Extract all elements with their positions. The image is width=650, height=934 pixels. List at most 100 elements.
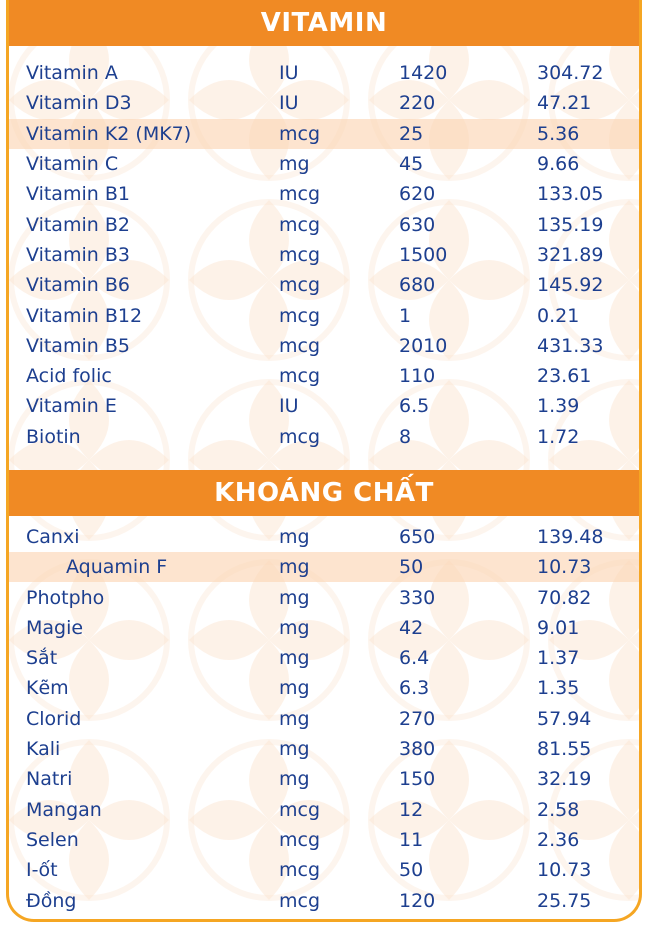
nutrient-per-100kcal: 1.39 bbox=[537, 395, 580, 418]
nutrient-per-100kcal: 1.35 bbox=[537, 677, 580, 700]
nutrient-name: Vitamin A bbox=[26, 62, 118, 85]
table-row: Magie mg 42 9.01 bbox=[9, 613, 639, 643]
nutrient-unit: mg bbox=[279, 556, 310, 579]
table-row: Biotin mcg 8 1.72 bbox=[9, 422, 639, 452]
nutrient-unit: mg bbox=[279, 707, 310, 730]
nutrient-amount: 1500 bbox=[399, 243, 448, 266]
nutrient-unit: mcg bbox=[279, 859, 321, 882]
nutrient-amount: 12 bbox=[399, 798, 424, 821]
nutrient-per-100kcal: 23.61 bbox=[537, 365, 592, 388]
nutrient-amount: 6.3 bbox=[399, 677, 430, 700]
nutrient-per-100kcal: 70.82 bbox=[537, 586, 592, 609]
table-row: I-ốt mcg 50 10.73 bbox=[9, 855, 639, 885]
nutrient-amount: 2010 bbox=[399, 334, 448, 357]
nutrient-name: Natri bbox=[26, 768, 73, 791]
table-row: Đồng mcg 120 25.75 bbox=[9, 885, 639, 915]
nutrient-amount: 8 bbox=[399, 425, 412, 448]
nutrient-name: Selen bbox=[26, 828, 79, 851]
nutrient-unit: mcg bbox=[279, 889, 321, 912]
table-row: Vitamin E IU 6.5 1.39 bbox=[9, 391, 639, 421]
nutrient-name: Magie bbox=[26, 616, 84, 639]
nutrient-name: Vitamin B6 bbox=[26, 274, 130, 297]
nutrient-amount: 620 bbox=[399, 183, 436, 206]
nutrient-unit: IU bbox=[279, 62, 299, 85]
nutrient-unit: IU bbox=[279, 92, 299, 115]
table-row: Vitamin B6 mcg 680 145.92 bbox=[9, 270, 639, 300]
nutrient-name: Vitamin B1 bbox=[26, 183, 130, 206]
nutrient-unit: mcg bbox=[279, 183, 321, 206]
nutrient-amount: 25 bbox=[399, 122, 424, 145]
nutrient-amount: 110 bbox=[399, 365, 436, 388]
nutrient-per-100kcal: 133.05 bbox=[537, 183, 604, 206]
mineral-table: Canxi mg 650 139.48 Aquamin F mg 50 10.73 Photph… bbox=[9, 522, 639, 916]
nutrient-per-100kcal: 10.73 bbox=[537, 859, 592, 882]
nutrient-per-100kcal: 47.21 bbox=[537, 92, 592, 115]
nutrient-name: Vitamin B5 bbox=[26, 334, 130, 357]
table-row: Vitamin A IU 1420 304.72 bbox=[9, 58, 639, 88]
nutrient-amount: 380 bbox=[399, 738, 436, 761]
nutrient-amount: 6.5 bbox=[399, 395, 430, 418]
nutrient-name: Mangan bbox=[26, 798, 102, 821]
nutrient-unit: mcg bbox=[279, 334, 321, 357]
nutrient-unit: mcg bbox=[279, 828, 321, 851]
nutrient-per-100kcal: 10.73 bbox=[537, 556, 592, 579]
table-row: Vitamin B3 mcg 1500 321.89 bbox=[9, 240, 639, 270]
nutrient-amount: 11 bbox=[399, 828, 424, 851]
nutrient-amount: 50 bbox=[399, 556, 424, 579]
nutrient-unit: mg bbox=[279, 526, 310, 548]
nutrient-name: Kali bbox=[26, 738, 61, 761]
nutrient-unit: mg bbox=[279, 586, 310, 609]
nutrient-name: Kẽm bbox=[26, 677, 69, 700]
nutrient-amount: 650 bbox=[399, 526, 436, 548]
nutrient-per-100kcal: 0.21 bbox=[537, 304, 580, 327]
table-row: Selen mcg 11 2.36 bbox=[9, 825, 639, 855]
nutrient-name: Photpho bbox=[26, 586, 105, 609]
nutrient-unit: mg bbox=[279, 768, 310, 791]
table-row: Vitamin B1 mcg 620 133.05 bbox=[9, 179, 639, 209]
nutrient-name: I-ốt bbox=[26, 859, 58, 882]
nutrient-amount: 120 bbox=[399, 889, 436, 912]
nutrient-unit: mg bbox=[279, 677, 310, 700]
nutrient-name: Vitamin E bbox=[26, 395, 117, 418]
table-row: Vitamin D3 IU 220 47.21 bbox=[9, 88, 639, 118]
nutrient-per-100kcal: 57.94 bbox=[537, 707, 592, 730]
nutrient-unit: mg bbox=[279, 647, 310, 670]
nutrient-name: Canxi bbox=[26, 526, 80, 548]
nutrient-unit: mcg bbox=[279, 365, 321, 388]
nutrient-per-100kcal: 9.01 bbox=[537, 616, 580, 639]
nutrient-per-100kcal: 5.36 bbox=[537, 122, 580, 145]
table-row: Vitamin C mg 45 9.66 bbox=[9, 149, 639, 179]
nutrient-name: Vitamin B2 bbox=[26, 213, 130, 236]
nutrient-unit: mcg bbox=[279, 304, 321, 327]
nutrient-amount: 220 bbox=[399, 92, 436, 115]
table-row: Aquamin F mg 50 10.73 bbox=[9, 552, 639, 583]
nutrient-amount: 6.4 bbox=[399, 647, 430, 670]
nutrition-panel: VITAMIN Vitamin A IU 1420 304.72 Vitamin D3 I… bbox=[6, 0, 642, 922]
nutrient-amount: 150 bbox=[399, 768, 436, 791]
petal-background-pattern bbox=[9, 0, 639, 919]
nutrient-name: Đồng bbox=[26, 889, 77, 912]
nutrient-unit: mcg bbox=[279, 425, 321, 448]
nutrient-name: Clorid bbox=[26, 707, 82, 730]
nutrient-per-100kcal: 25.75 bbox=[537, 889, 592, 912]
table-row: Kẽm mg 6.3 1.35 bbox=[9, 673, 639, 703]
nutrient-per-100kcal: 2.58 bbox=[537, 798, 580, 821]
nutrient-name: Vitamin C bbox=[26, 153, 119, 176]
mineral-section-header: KHOÁNG CHẤT bbox=[9, 469, 639, 516]
nutrient-per-100kcal: 2.36 bbox=[537, 828, 580, 851]
nutrient-name: Aquamin F bbox=[66, 556, 168, 579]
nutrient-per-100kcal: 139.48 bbox=[537, 526, 604, 548]
nutrient-name: Vitamin B12 bbox=[26, 304, 143, 327]
vitamin-section-header: VITAMIN bbox=[9, 0, 639, 46]
nutrient-unit: mg bbox=[279, 616, 310, 639]
nutrient-name: Sắt bbox=[26, 647, 58, 670]
nutrient-name: Vitamin K2 (MK7) bbox=[26, 122, 192, 145]
table-row: Clorid mg 270 57.94 bbox=[9, 704, 639, 734]
nutrient-name: Biotin bbox=[26, 425, 81, 448]
nutrient-amount: 1 bbox=[399, 304, 412, 327]
nutrient-unit: mg bbox=[279, 738, 310, 761]
nutrient-per-100kcal: 1.37 bbox=[537, 647, 580, 670]
nutrient-unit: mcg bbox=[279, 122, 321, 145]
table-row: Photpho mg 330 70.82 bbox=[9, 582, 639, 612]
nutrient-unit: mcg bbox=[279, 243, 321, 266]
